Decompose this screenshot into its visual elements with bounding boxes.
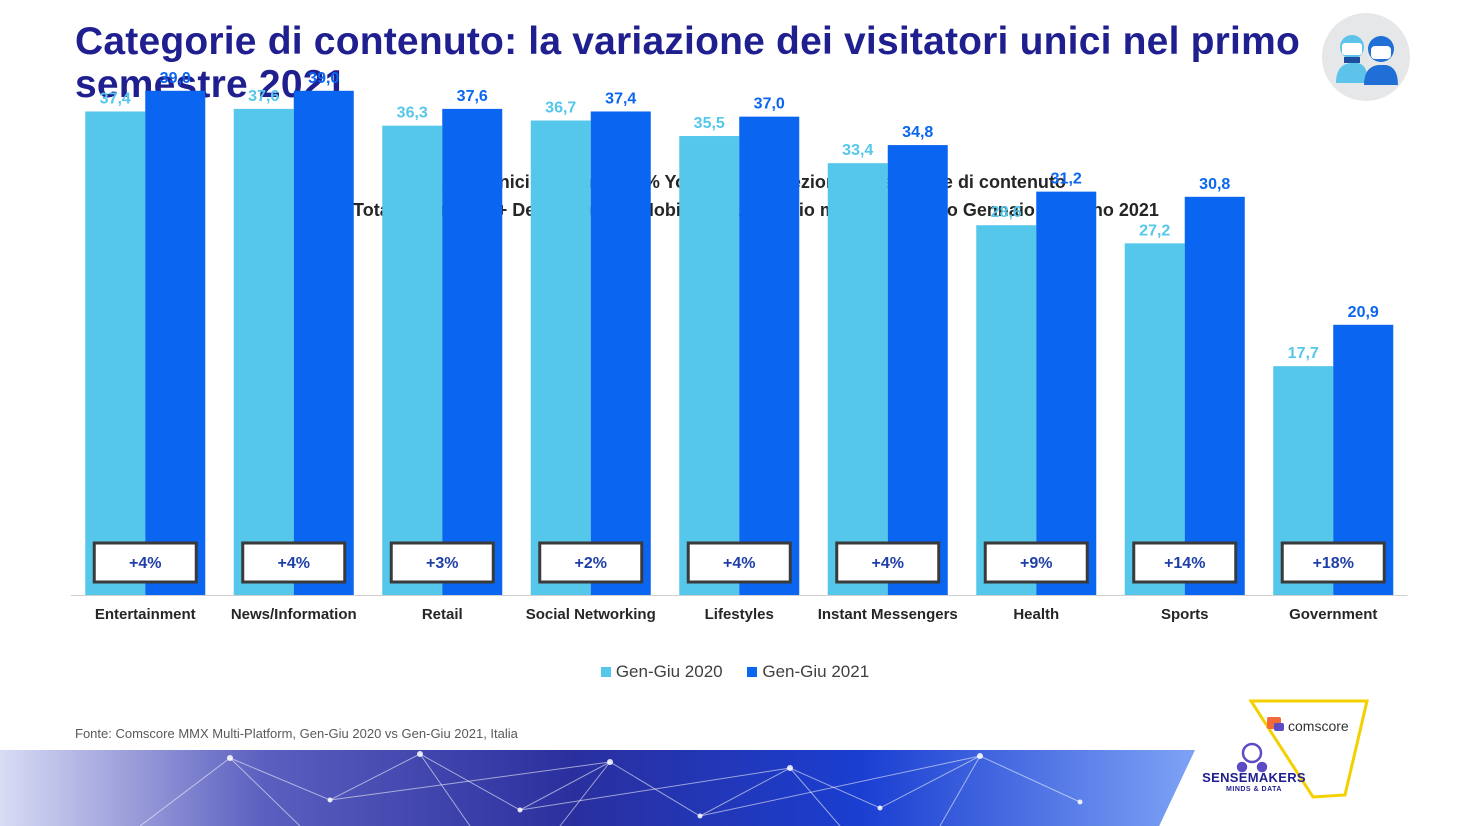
yoy-change-box (835, 541, 941, 584)
logo-area (1236, 699, 1369, 799)
legend-item-2020: Gen-Giu 2020 (600, 662, 723, 682)
data-label-2021: 37,6 (457, 88, 488, 105)
yoy-change-box (92, 541, 198, 584)
bar-2021 (145, 90, 206, 596)
category-label: Instant Messengers (818, 606, 958, 623)
yoy-change-box (686, 541, 792, 584)
bar-2020 (1124, 243, 1185, 596)
bar-2020 (976, 225, 1037, 595)
source-note: Fonte: Comscore MMX Multi-Platform, Gen-… (75, 726, 518, 741)
yoy-change-box (1280, 541, 1386, 584)
sensemakers-logo-mark (1236, 742, 1268, 773)
data-label-2021: 34,8 (902, 124, 933, 141)
yoy-change-box (983, 541, 1089, 584)
yoy-change-label: +4% (872, 555, 904, 572)
yoy-change-label: +3% (426, 555, 458, 572)
legend-item-2021: Gen-Giu 2021 (747, 662, 869, 682)
category-label: Government (1289, 606, 1377, 623)
data-label-2020: 27,2 (1139, 222, 1170, 239)
bar-2021 (739, 116, 800, 596)
category-label: Sports (1161, 606, 1209, 623)
category-label: Lifestyles (705, 606, 774, 623)
data-label-2020: 37,6 (248, 88, 279, 105)
yoy-change-label: +14% (1164, 555, 1205, 572)
bar-2020 (233, 108, 294, 595)
data-label-2021: 37,0 (754, 96, 785, 113)
category-label: Retail (422, 606, 463, 623)
bar-2021 (442, 108, 503, 595)
legend-swatch-2020 (600, 667, 611, 677)
bar-2021 (590, 111, 651, 595)
category-label: Social Networking (526, 606, 656, 623)
yoy-change-label: +9% (1020, 555, 1052, 572)
legend-label-2020: Gen-Giu 2020 (615, 662, 723, 681)
legend-swatch-2021 (747, 667, 758, 677)
bar-2020 (827, 163, 888, 595)
slide-title: Categorie di contenuto: la variazione de… (75, 20, 1300, 106)
yoy-change-box (389, 541, 495, 584)
network-pattern (139, 751, 1083, 826)
bar-2020 (679, 136, 740, 596)
data-label-2021: 20,9 (1348, 304, 1379, 321)
data-label-2020: 36,3 (397, 105, 428, 122)
data-label-2020: 28,6 (991, 204, 1022, 221)
sensemakers-tagline: MINDS & DATA (1226, 786, 1282, 793)
comscore-frame (1248, 699, 1369, 799)
data-label-2020: 37,4 (100, 90, 131, 107)
yoy-change-box (1132, 541, 1238, 584)
data-label-2021: 39,0 (160, 70, 191, 87)
legend-label-2021: Gen-Giu 2021 (762, 662, 870, 681)
bar-2020 (85, 111, 146, 595)
bar-2021 (293, 90, 354, 596)
sensemakers-logo: SENSEMAKERS (1202, 770, 1306, 785)
yoy-change-box (241, 541, 347, 584)
category-label: News/Information (231, 606, 357, 623)
yoy-change-label: +4% (278, 555, 310, 572)
data-label-2021: 37,4 (605, 90, 636, 107)
data-label-2020: 17,7 (1288, 345, 1319, 362)
data-label-2020: 35,5 (694, 115, 725, 132)
bar-2020 (530, 120, 591, 596)
data-label-2020: 33,4 (842, 142, 873, 159)
yoy-change-label: +4% (723, 555, 755, 572)
bar-2020 (382, 125, 443, 595)
bar-2021 (887, 145, 948, 596)
yoy-change-label: +4% (129, 555, 161, 572)
yoy-change-label: +18% (1313, 555, 1354, 572)
bar-2021 (1036, 191, 1097, 595)
comscore-logo: comscore (1288, 718, 1349, 734)
people-icon (1322, 13, 1410, 101)
yoy-change-label: +2% (575, 555, 607, 572)
data-label-2021: 31,2 (1051, 171, 1082, 188)
yoy-change-box (538, 541, 644, 584)
data-label-2020: 36,7 (545, 100, 576, 117)
network-banner (0, 750, 1195, 826)
data-label-2021: 39,0 (308, 70, 339, 87)
category-label: Health (1013, 606, 1059, 623)
category-label: Entertainment (95, 606, 196, 623)
chart-legend: Gen-Giu 2020 Gen-Giu 2021 (0, 662, 1470, 682)
data-label-2021: 30,8 (1199, 176, 1230, 193)
bar-2021 (1184, 196, 1245, 596)
